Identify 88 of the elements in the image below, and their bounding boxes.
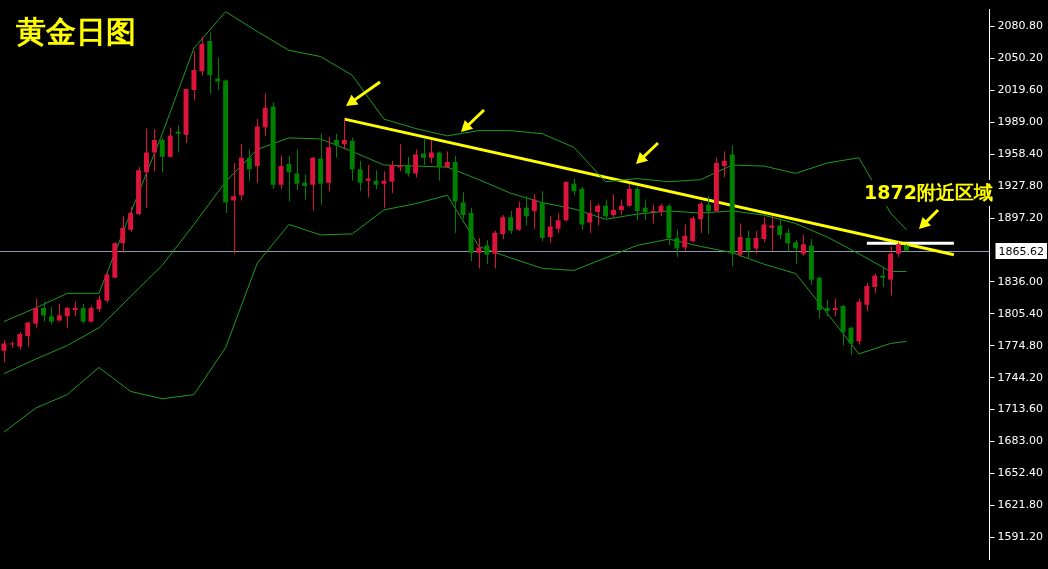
candlestick — [880, 267, 886, 288]
y-tick-label: 1774.80 — [997, 338, 1044, 352]
candlestick — [333, 133, 339, 159]
candlestick — [777, 219, 783, 240]
candlestick — [595, 203, 601, 227]
candlestick — [611, 193, 616, 218]
candlestick — [302, 173, 308, 200]
candlestick — [460, 191, 466, 220]
candlestick — [500, 214, 506, 240]
candlestick — [143, 128, 149, 209]
candlestick — [872, 273, 878, 294]
candlestick — [793, 239, 799, 265]
candlestick — [626, 183, 632, 208]
y-tick-label: 1805.40 — [997, 306, 1044, 320]
y-tick-label: 1652.40 — [997, 466, 1044, 480]
candlestick — [634, 186, 640, 221]
candlestick — [484, 239, 490, 265]
candlestick — [215, 57, 221, 91]
candlestick — [41, 301, 46, 323]
candlestick — [397, 143, 403, 172]
ref-line-label: 1865.62 — [998, 244, 1045, 258]
y-tick-label: 2050.20 — [997, 51, 1044, 65]
chart-title: 黄金日图 — [16, 13, 136, 51]
candlestick — [167, 126, 173, 159]
candlestick — [151, 129, 157, 172]
candlestick — [80, 303, 86, 325]
candlestick — [516, 201, 521, 232]
candlestick — [674, 229, 680, 258]
y-tick-label: 1621.80 — [997, 498, 1044, 512]
candlestick — [405, 156, 411, 178]
candlestick — [357, 160, 363, 192]
candlestick — [413, 148, 419, 179]
candlestick — [33, 298, 39, 329]
candlestick — [246, 148, 252, 182]
y-tick-label: 1897.20 — [997, 210, 1044, 224]
y-tick-label: 2019.60 — [997, 83, 1044, 97]
candlestick — [745, 230, 751, 260]
y-tick-label: 1713.60 — [997, 402, 1044, 416]
candlestick — [761, 216, 767, 243]
candlestick — [650, 204, 656, 224]
candlestick — [262, 92, 268, 137]
candlestick — [690, 215, 696, 243]
y-tick-label: 1591.20 — [997, 530, 1044, 544]
annotation: 1872附近区域 — [862, 180, 995, 206]
y-tick-label: 1927.80 — [997, 178, 1044, 192]
candlestick — [698, 201, 704, 234]
candlestick — [737, 222, 743, 258]
candlestick — [428, 139, 434, 164]
candlestick — [159, 137, 165, 173]
candlestick — [508, 210, 514, 235]
candlestick — [531, 193, 537, 230]
candlestick — [706, 195, 711, 235]
candlestick — [642, 198, 648, 221]
candlestick — [721, 150, 727, 179]
candlestick — [436, 150, 442, 182]
candlestick — [175, 124, 181, 154]
y-tick-label: 1683.00 — [997, 434, 1044, 448]
y-tick-label: 2080.80 — [997, 19, 1044, 33]
candlestick — [547, 215, 553, 244]
candlestick — [389, 160, 395, 194]
candlestick — [294, 148, 300, 191]
candlestick — [64, 306, 70, 329]
candlestick — [801, 234, 806, 257]
y-tick-label: 1836.00 — [997, 274, 1044, 288]
candlestick — [587, 200, 593, 234]
candlestick — [492, 230, 498, 269]
candlestick — [341, 117, 347, 150]
candlestick — [9, 340, 15, 349]
candlestick — [523, 195, 529, 227]
candlestick — [128, 206, 134, 233]
candlestick — [864, 282, 870, 312]
candlestick — [785, 228, 791, 253]
candlestick — [682, 224, 688, 252]
candlestick — [476, 237, 482, 269]
candlestick — [25, 321, 31, 348]
candlestick — [769, 215, 775, 252]
candlestick — [286, 155, 292, 203]
candlestick — [603, 198, 609, 219]
candlestick — [381, 170, 387, 209]
candlestick — [365, 164, 371, 198]
candlestick — [120, 215, 126, 254]
y-tick-label: 1744.20 — [997, 370, 1044, 384]
y-tick-label: 1989.00 — [997, 115, 1044, 129]
candlestick — [555, 212, 561, 234]
y-tick-label: 1958.40 — [997, 147, 1044, 161]
candlestick — [231, 162, 236, 255]
candlestick — [191, 50, 197, 101]
candlestick — [421, 138, 426, 166]
